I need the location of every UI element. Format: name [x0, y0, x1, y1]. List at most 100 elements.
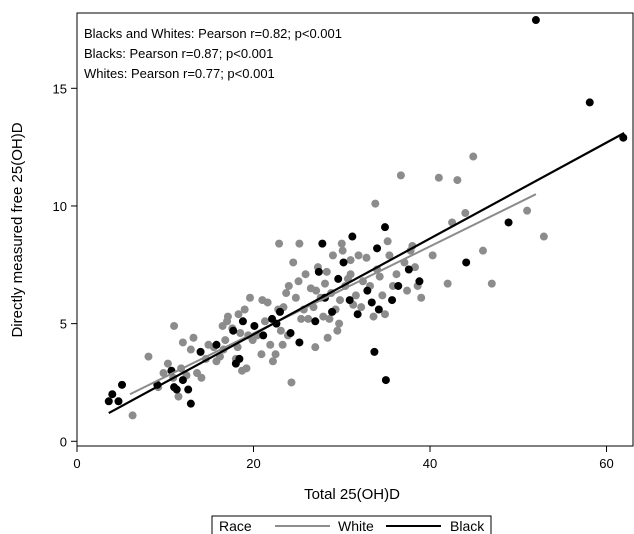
black-data-point [353, 310, 362, 319]
white-data-point [278, 340, 287, 349]
white-fit-line [129, 193, 537, 396]
white-data-point [357, 303, 366, 312]
white-data-point [266, 340, 275, 349]
white-data-point [333, 326, 342, 335]
white-data-point [434, 173, 443, 182]
black-data-point [311, 317, 320, 326]
white-data-point [469, 152, 478, 161]
white-data-point [411, 263, 420, 272]
black-data-point [367, 298, 376, 307]
white-data-point [174, 392, 183, 401]
white-data-point [245, 293, 254, 302]
white-data-point [443, 279, 452, 288]
black-data-point [363, 286, 372, 295]
black-data-point [415, 277, 424, 286]
y-axis: 0 5 10 15 [53, 81, 77, 449]
white-data-point [335, 296, 344, 305]
white-data-point [311, 343, 320, 352]
x-tick-label: 60 [599, 456, 613, 471]
black-data-point [259, 331, 268, 340]
annotation-combined: Blacks and Whites: Pearson r=0.82; p<0.0… [84, 26, 342, 41]
white-data-point [325, 314, 334, 323]
white-data-point [453, 176, 462, 185]
x-axis-title: Total 25(OH)D [304, 486, 400, 503]
white-data-point [383, 237, 392, 246]
white-data-point [282, 289, 291, 298]
black-data-point [370, 347, 379, 356]
white-data-point [304, 314, 313, 323]
white-data-point [461, 209, 470, 218]
fit-lines [108, 132, 625, 415]
legend-label-white: White [338, 518, 374, 534]
white-data-point [242, 364, 251, 373]
legend-box [211, 515, 492, 534]
x-tick-label: 40 [423, 456, 437, 471]
white-data-point [371, 199, 380, 208]
white-data-point [378, 291, 387, 300]
white-data-point [523, 206, 532, 215]
white-data-point [163, 359, 172, 368]
black-data-point [275, 307, 284, 316]
white-data-point [189, 333, 198, 342]
white-data-point [335, 319, 344, 328]
white-data-point [319, 312, 328, 321]
x-tick-label: 20 [246, 456, 260, 471]
white-data-point [539, 232, 548, 241]
white-data-point [284, 281, 293, 290]
black-data-point [108, 390, 117, 399]
white-data-point [178, 338, 187, 347]
white-data-point [295, 239, 304, 248]
x-tick-label: 0 [73, 456, 80, 471]
white-data-point [478, 246, 487, 255]
white-data-point [212, 357, 221, 366]
black-data-point [345, 296, 354, 305]
white-data-point [257, 350, 266, 359]
white-data-point [170, 321, 179, 330]
x-axis: 0 20 40 60 [73, 446, 614, 471]
white-data-point [234, 310, 243, 319]
black-data-point [328, 307, 337, 316]
black-data-point [295, 338, 304, 347]
white-data-point [144, 352, 153, 361]
white-data-point [417, 293, 426, 302]
black-data-point [114, 397, 123, 406]
black-data-point [104, 397, 113, 406]
white-data-point [271, 350, 280, 359]
white-data-point [218, 321, 227, 330]
annotation-blacks: Blacks: Pearson r=0.87; p<0.001 [84, 46, 273, 61]
black-data-point [186, 399, 195, 408]
white-data-point [289, 258, 298, 267]
black-data-point [235, 354, 244, 363]
black-data-point [388, 296, 397, 305]
white-data-point [197, 373, 206, 382]
y-tick-label: 10 [53, 199, 67, 214]
black-data-point [381, 223, 390, 232]
white-data-point [312, 286, 321, 295]
black-data-point [314, 267, 323, 276]
legend: Race White Black [211, 515, 492, 534]
white-data-point [301, 270, 310, 279]
white-data-point [322, 267, 331, 276]
annotation-whites: Whites: Pearson r=0.77; p<0.001 [84, 66, 275, 81]
white-data-point [381, 310, 390, 319]
white-data-point [337, 239, 346, 248]
white-data-point [385, 251, 394, 260]
y-axis-title: Directly measured free 25(OH)D [9, 122, 26, 337]
black-data-point [184, 385, 193, 394]
white-data-point [351, 291, 360, 300]
white-data-point [396, 171, 405, 180]
white-data-point [354, 251, 363, 260]
white-data-point [128, 411, 137, 420]
black-data-point [229, 326, 238, 335]
black-data-point [374, 305, 383, 314]
black-data-point [250, 321, 259, 330]
white-data-point [268, 357, 277, 366]
white-data-point [338, 246, 347, 255]
white-data-point [297, 314, 306, 323]
white-data-point [287, 378, 296, 387]
white-data-point [260, 317, 269, 326]
black-data-point [178, 376, 187, 385]
data-points [104, 16, 628, 420]
white-data-point [392, 270, 401, 279]
